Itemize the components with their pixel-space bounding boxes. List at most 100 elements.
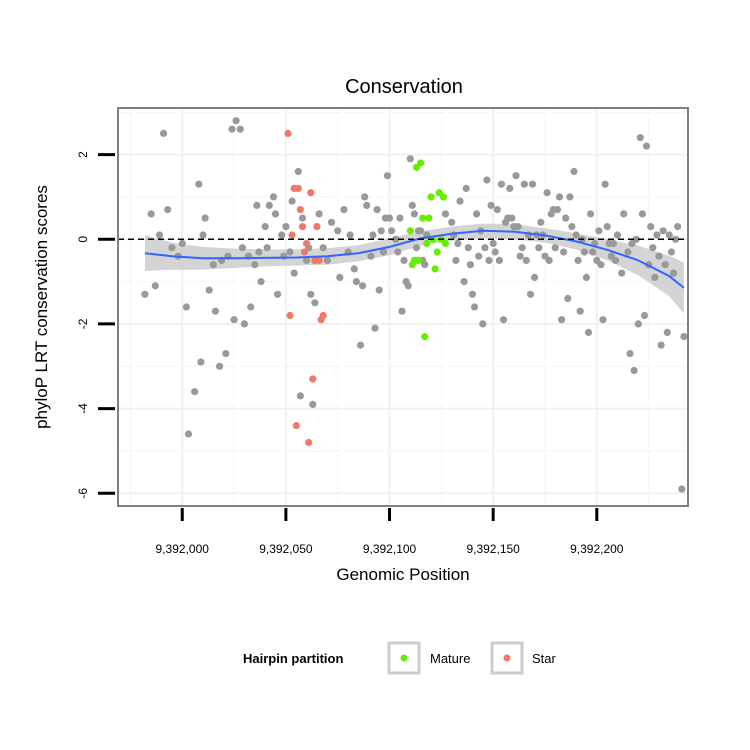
legend-dot-mature bbox=[400, 654, 408, 662]
data-point bbox=[466, 261, 474, 269]
data-point bbox=[572, 231, 580, 239]
data-point bbox=[647, 223, 655, 231]
data-point bbox=[483, 176, 491, 184]
data-point bbox=[587, 210, 595, 218]
legend-title: Hairpin partition bbox=[243, 651, 343, 666]
data-point bbox=[298, 214, 307, 222]
data-point bbox=[412, 244, 421, 252]
data-point-mature bbox=[441, 239, 450, 248]
legend-dot-star bbox=[503, 654, 511, 662]
data-point bbox=[147, 210, 155, 218]
data-point bbox=[228, 125, 236, 133]
data-point bbox=[255, 248, 263, 256]
y-tick-label: -6 bbox=[76, 488, 90, 499]
data-point bbox=[620, 210, 628, 218]
data-point bbox=[303, 256, 311, 264]
legend-item-star: Star bbox=[490, 641, 557, 675]
data-point bbox=[230, 316, 238, 324]
data-point bbox=[638, 210, 647, 218]
data-point bbox=[558, 316, 566, 324]
data-point bbox=[589, 248, 597, 256]
data-point bbox=[367, 252, 375, 260]
data-point bbox=[346, 231, 354, 239]
data-point bbox=[240, 320, 248, 328]
data-point bbox=[282, 223, 290, 231]
data-point bbox=[257, 278, 265, 286]
data-point bbox=[201, 214, 209, 222]
data-point bbox=[473, 210, 481, 218]
data-point bbox=[667, 248, 676, 256]
data-point bbox=[195, 180, 203, 188]
data-point bbox=[651, 273, 659, 281]
data-point bbox=[294, 167, 302, 176]
data-point bbox=[661, 261, 669, 269]
data-point bbox=[280, 252, 288, 260]
data-point-star bbox=[288, 231, 296, 239]
data-point-star bbox=[319, 311, 327, 320]
data-point-star bbox=[303, 239, 311, 248]
smooth-confidence-band bbox=[144, 223, 684, 314]
data-point bbox=[448, 218, 456, 226]
data-point bbox=[168, 244, 176, 252]
y-axis: 2 0 -2 -4 -6 bbox=[76, 151, 115, 499]
plot-panel-background bbox=[118, 108, 688, 506]
data-point bbox=[642, 142, 651, 150]
data-point bbox=[334, 227, 342, 235]
data-point bbox=[582, 273, 591, 281]
data-point-mature bbox=[421, 333, 429, 341]
data-point bbox=[392, 235, 400, 243]
data-point bbox=[421, 261, 429, 269]
data-point-mature bbox=[423, 239, 431, 248]
data-point bbox=[315, 210, 323, 218]
data-point bbox=[265, 201, 273, 209]
data-point bbox=[141, 290, 149, 298]
data-point bbox=[576, 307, 584, 315]
data-point bbox=[352, 278, 360, 286]
data-point bbox=[470, 303, 479, 311]
data-point bbox=[568, 223, 576, 231]
data-point bbox=[566, 193, 574, 201]
data-point bbox=[659, 227, 667, 235]
data-point bbox=[398, 307, 406, 315]
data-point-star bbox=[309, 375, 317, 383]
data-point bbox=[522, 256, 530, 264]
data-point bbox=[160, 129, 168, 137]
data-point bbox=[400, 256, 408, 264]
data-point bbox=[493, 206, 501, 214]
data-point bbox=[495, 256, 503, 264]
data-point-mature bbox=[431, 265, 439, 273]
data-point bbox=[663, 328, 671, 336]
data-point bbox=[379, 248, 387, 256]
data-point bbox=[269, 193, 278, 201]
data-point-mature bbox=[417, 159, 425, 167]
legend: Hairpin partition Mature Star bbox=[243, 641, 557, 675]
data-point bbox=[462, 184, 470, 192]
data-point bbox=[441, 210, 450, 218]
legend-item-mature: Mature bbox=[387, 641, 470, 675]
data-point bbox=[632, 235, 640, 243]
data-point bbox=[479, 320, 487, 328]
x-tick-label: 9,392,100 bbox=[363, 542, 417, 556]
data-point bbox=[680, 333, 688, 341]
data-point bbox=[555, 193, 564, 201]
data-point bbox=[209, 261, 217, 269]
data-point bbox=[197, 358, 205, 366]
data-point-star bbox=[298, 223, 307, 231]
data-point bbox=[361, 193, 369, 201]
data-point bbox=[216, 362, 224, 370]
data-point bbox=[512, 172, 520, 180]
data-point bbox=[580, 248, 589, 256]
data-point bbox=[222, 350, 230, 358]
data-point bbox=[290, 269, 298, 277]
data-points bbox=[141, 117, 688, 493]
data-point-mature bbox=[419, 214, 427, 222]
data-point-mature bbox=[414, 256, 423, 264]
data-point bbox=[406, 155, 414, 163]
data-point bbox=[653, 231, 661, 239]
smooth-trend-line bbox=[144, 229, 685, 289]
data-point bbox=[665, 231, 673, 239]
data-point bbox=[151, 282, 159, 290]
data-point bbox=[553, 206, 562, 214]
data-point-mature bbox=[427, 193, 435, 201]
data-point-star bbox=[300, 248, 309, 256]
